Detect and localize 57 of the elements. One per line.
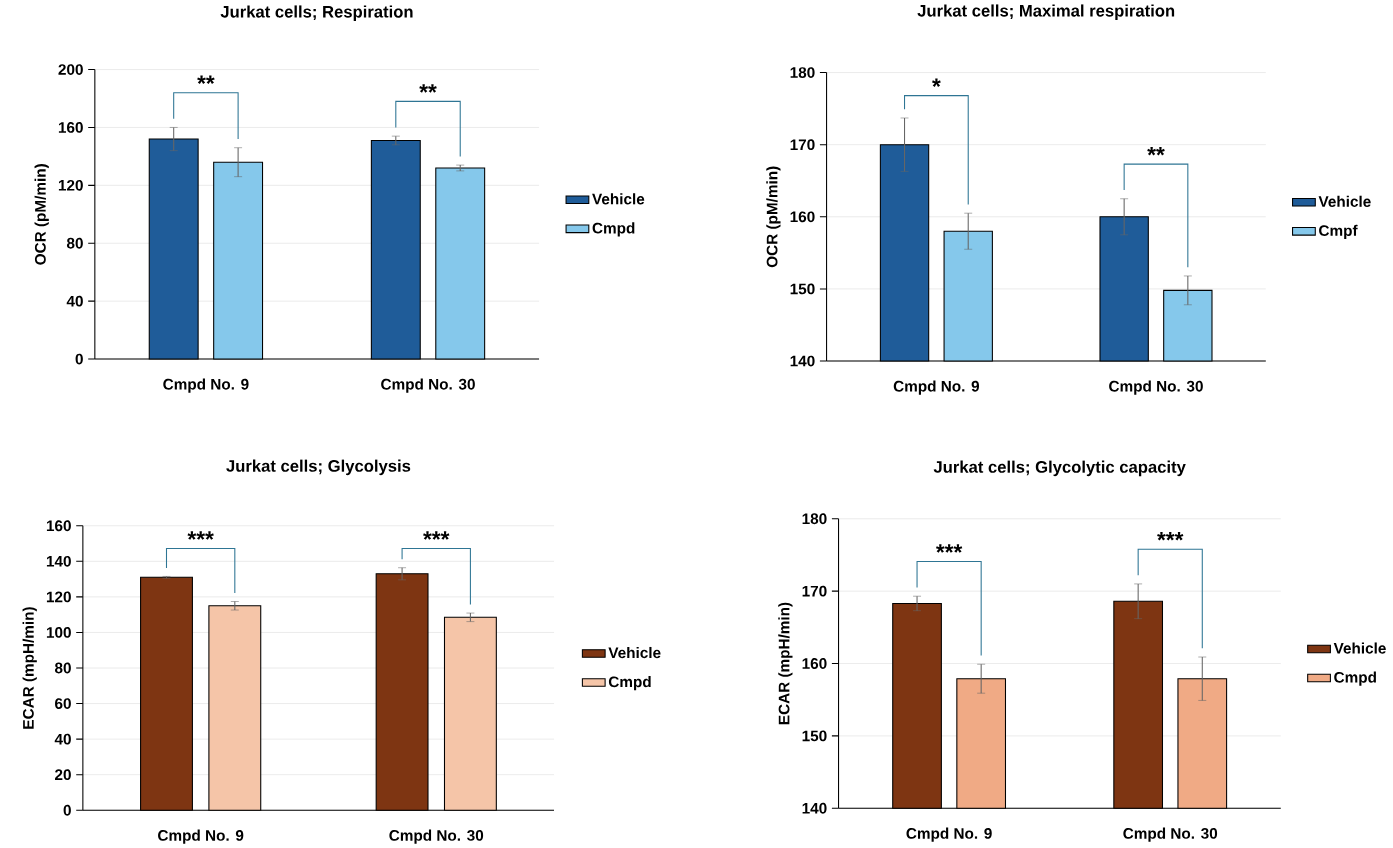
annotation: **	[197, 75, 215, 84]
y-tick-label: 120	[58, 179, 83, 191]
annotation: ***	[423, 531, 450, 540]
y-tick-label: 170	[802, 585, 827, 597]
x-tick-label: Cmpd No. 9	[163, 378, 249, 393]
legend-label: Vehicle	[1333, 642, 1386, 654]
legend-label: Cmpd	[1334, 671, 1376, 686]
x-tick-label: Cmpd No. 30	[1123, 827, 1218, 842]
legend-label: Cmpd	[592, 222, 635, 237]
legend-label: Vehicle	[1318, 195, 1371, 207]
annotation: ***	[187, 531, 214, 540]
x-tick-label: Cmpd No. 30	[381, 378, 475, 393]
y-tick-label: 180	[790, 66, 815, 78]
y-tick-label: 150	[790, 283, 815, 295]
y-tick-label: 180	[802, 513, 827, 525]
y-tick-label: 170	[790, 139, 815, 150]
x-tick-label: Cmpd No. 9	[906, 827, 992, 842]
y-tick-label: 160	[58, 121, 83, 133]
y-axis-title: ECAR (mpH/min)	[778, 602, 793, 724]
y-tick-label: 100	[46, 626, 71, 638]
y-tick-label: 160	[46, 520, 71, 532]
x-tick-label: Cmpd No. 9	[893, 380, 980, 395]
y-tick-label: 20	[55, 769, 71, 780]
chart-title: Jurkat cells; Respiration	[220, 5, 413, 21]
legend-label: Cmpd	[608, 675, 651, 691]
y-tick-label: 0	[63, 804, 71, 816]
y-tick-label: 140	[802, 802, 827, 814]
legend-label: Vehicle	[592, 193, 645, 205]
y-axis-title: ECAR (mpH/min)	[22, 606, 37, 729]
y-tick-label: 140	[790, 355, 815, 367]
y-axis-title: OCR (pM/min)	[34, 163, 49, 265]
chart-title: Jurkat cells; Glycolysis	[226, 459, 411, 475]
y-tick-label: 140	[46, 555, 71, 567]
chart-title: Jurkat cells; Glycolytic capacity	[933, 460, 1186, 476]
y-tick-label: 200	[58, 63, 83, 75]
y-tick-label: 120	[46, 591, 71, 603]
y-tick-label: 60	[55, 698, 71, 709]
y-tick-label: 80	[54, 662, 71, 674]
x-tick-label: Cmpd No. 30	[1109, 380, 1203, 395]
annotation: *	[932, 78, 941, 87]
y-tick-label: 160	[790, 211, 815, 223]
y-tick-label: 80	[66, 237, 83, 249]
annotation: **	[419, 84, 437, 93]
x-tick-label: Cmpd No. 30	[389, 829, 484, 844]
chart-title: Jurkat cells; Maximal respiration	[917, 4, 1175, 20]
y-tick-label: 40	[54, 733, 71, 745]
y-tick-label: 0	[75, 353, 83, 365]
annotation: ***	[935, 544, 963, 553]
y-tick-label: 40	[66, 295, 83, 307]
legend-label: Vehicle	[608, 646, 661, 659]
y-tick-label: 160	[802, 657, 827, 669]
annotation: ***	[1157, 531, 1184, 541]
legend-label: Cmpf	[1319, 224, 1358, 239]
annotation: **	[1147, 146, 1165, 156]
x-tick-label: Cmpd No. 9	[158, 829, 244, 844]
y-axis-title: OCR (pM/min)	[766, 166, 781, 268]
y-tick-label: 150	[802, 730, 827, 742]
